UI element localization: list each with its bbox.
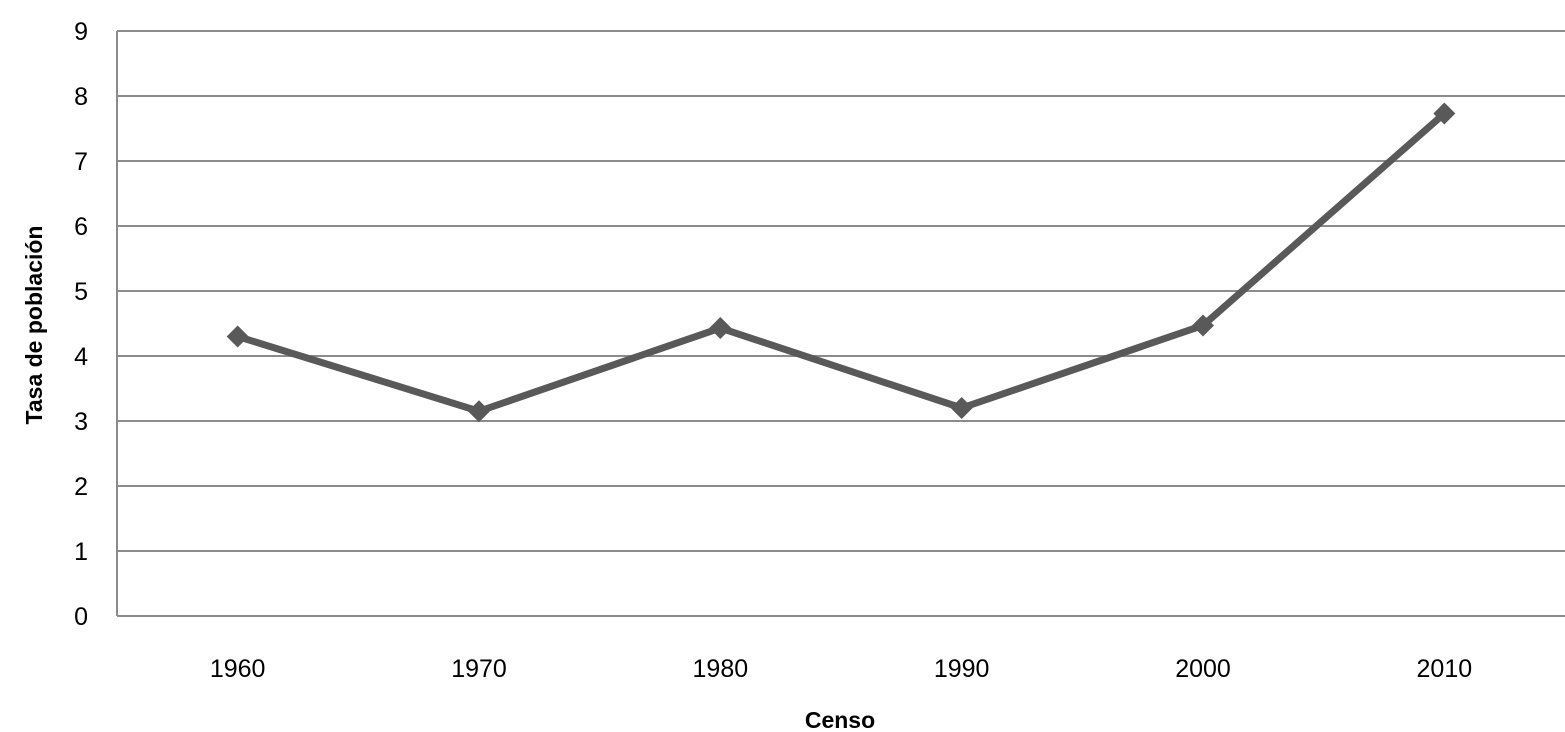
- x-tick-label: 1960: [210, 655, 266, 683]
- series-line-0: [234, 110, 1448, 415]
- series-line-group: [234, 110, 1448, 415]
- y-tick-label: 5: [74, 278, 88, 306]
- y-tick-label: 1: [74, 538, 88, 566]
- data-point-1980: [709, 317, 732, 340]
- y-tick-label: 2: [74, 473, 88, 501]
- y-tick-label: 8: [74, 83, 88, 111]
- data-point-1990: [950, 397, 973, 419]
- x-tick-label: 1970: [451, 655, 507, 683]
- y-tick-label: 4: [74, 343, 88, 371]
- x-tick-labels: 1960 1970 1980 1990 2000 2010: [210, 655, 1472, 683]
- data-markers: [226, 102, 1456, 423]
- y-tick-label: 0: [74, 603, 88, 631]
- x-tick-label: 2010: [1417, 655, 1473, 683]
- x-tick-label: 1980: [693, 655, 749, 683]
- y-tick-label: 3: [74, 408, 88, 436]
- data-point-2000: [1192, 314, 1214, 337]
- data-point-1960: [226, 325, 249, 348]
- data-point-2010: [1433, 102, 1456, 125]
- x-axis-title: Censo: [805, 707, 875, 732]
- gridlines: [117, 30, 1565, 552]
- y-axis-title: Tasa de población: [21, 226, 47, 425]
- y-tick-label: 6: [74, 213, 88, 241]
- axes: [116, 31, 1565, 617]
- data-point-1970: [468, 400, 490, 423]
- y-tick-label: 9: [74, 18, 88, 46]
- y-tick-labels: 0 1 2 3 4 5 6 7 8 9: [74, 18, 88, 631]
- y-tick-label: 7: [74, 148, 88, 176]
- x-tick-label: 2000: [1175, 655, 1231, 683]
- x-tick-label: 1990: [934, 655, 990, 683]
